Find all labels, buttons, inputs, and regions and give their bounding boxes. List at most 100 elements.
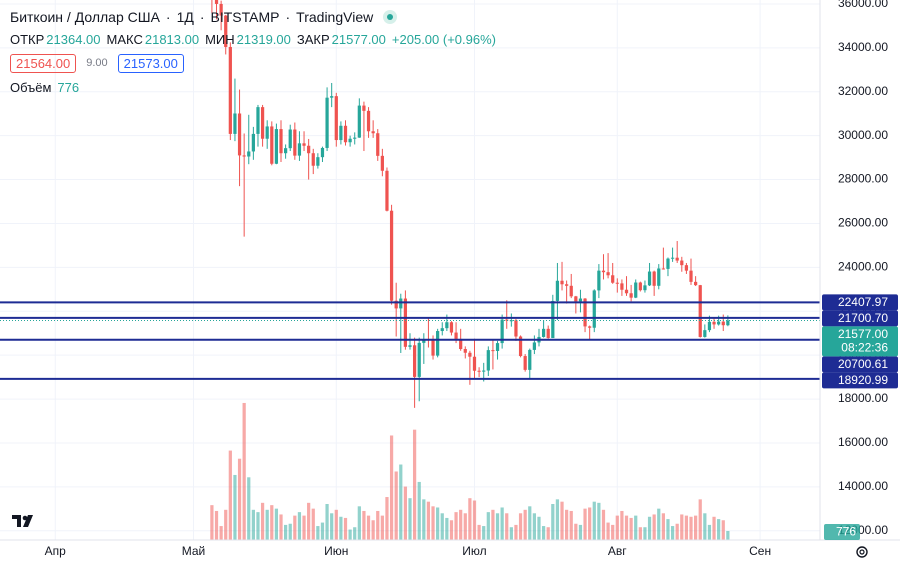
logo-dot	[22, 515, 28, 521]
candle-body	[670, 257, 675, 259]
candle-body	[712, 321, 716, 325]
countdown: 08:22:36	[841, 340, 888, 354]
volume-bar	[509, 527, 513, 540]
tv-logo	[10, 512, 38, 530]
candle-body	[477, 370, 481, 372]
candle-body	[463, 349, 467, 353]
volume-bar	[366, 515, 371, 540]
volume-bar	[652, 514, 656, 540]
volume-bar	[288, 523, 292, 540]
line-label: 22407.97	[838, 295, 888, 309]
plot	[210, 0, 730, 540]
volume-bar	[417, 481, 421, 540]
candle-body	[247, 151, 251, 157]
candle-body	[565, 284, 569, 286]
volume-bar	[274, 508, 279, 540]
candle-body	[260, 107, 265, 139]
candle-body	[721, 321, 725, 326]
candle-body	[652, 271, 656, 286]
volume-bar	[334, 509, 338, 540]
bid[interactable]: 21564.00	[10, 53, 77, 73]
volume-bar	[712, 516, 716, 540]
volume-bar	[468, 498, 472, 540]
candle-body	[270, 126, 274, 164]
candle-body	[528, 349, 532, 370]
volume-bar	[422, 499, 426, 540]
volume-bar	[302, 515, 306, 540]
candle-body	[431, 339, 435, 356]
line-label: 20700.61	[838, 357, 888, 371]
candle-body	[560, 280, 564, 285]
candle-body	[214, 0, 219, 4]
volume-bar	[270, 505, 274, 540]
candle-body	[357, 105, 361, 138]
candle-body	[302, 143, 306, 146]
candle-body	[376, 133, 380, 156]
volume-bar	[505, 513, 509, 540]
logo-bg	[10, 512, 38, 530]
last-price-label: 21577.00	[838, 327, 888, 341]
volume-bar	[210, 505, 214, 540]
volume-bar	[670, 526, 675, 540]
candle-body	[274, 129, 279, 164]
candle-body	[353, 137, 357, 139]
ohlc-value: 21813.00	[144, 31, 200, 47]
candle-body	[491, 350, 495, 352]
candle-body	[634, 282, 638, 298]
candle-body	[449, 322, 454, 333]
symbol-row: Биткоин / Доллар США · 1Д · BITSTAMP · Trad…	[10, 6, 496, 28]
line-label: 21700.70	[838, 311, 888, 325]
candle-body	[394, 300, 398, 309]
ask[interactable]: 21573.00	[117, 53, 184, 73]
ohlc-label: МАКС	[106, 31, 143, 47]
ohlc-value: 21577.00	[331, 31, 386, 47]
candle-body	[514, 320, 518, 337]
candle-body	[445, 322, 449, 329]
candle-body	[615, 282, 619, 284]
candle-body	[454, 332, 458, 339]
interval[interactable]: 1Д	[176, 9, 194, 25]
y-tick-label: 34000.00	[838, 40, 888, 54]
volume-bar	[565, 509, 569, 540]
candle-body	[256, 107, 260, 134]
volume-bar	[436, 507, 440, 540]
x-tick-label: Апр	[45, 544, 67, 558]
legend: Биткоин / Доллар США · 1Д · BITSTAMP · Trad…	[10, 6, 496, 98]
volume-bar	[440, 513, 444, 540]
settings[interactable]	[856, 546, 868, 558]
volume-bar	[311, 508, 315, 540]
volume-bar	[293, 515, 297, 540]
y-tick-label: 28000.00	[838, 172, 888, 186]
candle-body	[551, 300, 555, 339]
x-tick-label: Сен	[749, 544, 771, 558]
candle-body	[403, 298, 408, 347]
candle-body	[408, 345, 412, 347]
candle-body	[265, 126, 269, 139]
candle-body	[293, 129, 297, 156]
volume-bar	[551, 504, 555, 540]
volume-bar	[657, 508, 661, 540]
logo-shape	[12, 515, 33, 527]
volume-bar	[694, 515, 698, 540]
volume-bar	[486, 512, 490, 540]
candle-body	[657, 268, 661, 286]
volume-bar	[615, 515, 619, 540]
volume-bar	[394, 471, 398, 540]
volume-bar	[247, 477, 251, 540]
x-tick-label: Май	[182, 544, 206, 558]
symbol[interactable]: Биткоин / Доллар США	[10, 9, 160, 25]
volume-value: 776	[57, 79, 80, 95]
ohlc-label: ОТКР	[10, 31, 45, 47]
candle-body	[592, 290, 596, 328]
line-tag	[822, 294, 898, 311]
volume-bar	[528, 506, 532, 540]
y-tick-label: 36000.00	[838, 0, 888, 10]
candle-body	[417, 342, 421, 377]
candle-body	[343, 125, 348, 143]
volume-label: Объём	[10, 79, 52, 95]
candle-body	[661, 268, 665, 270]
volume-bar	[546, 527, 550, 540]
candle-body	[532, 342, 536, 350]
candle-body	[297, 143, 302, 156]
ohlc-row: ОТКР 21364.00 МАКС 21813.00 МИН 21319.00 ЗАКР 2…	[10, 28, 496, 50]
